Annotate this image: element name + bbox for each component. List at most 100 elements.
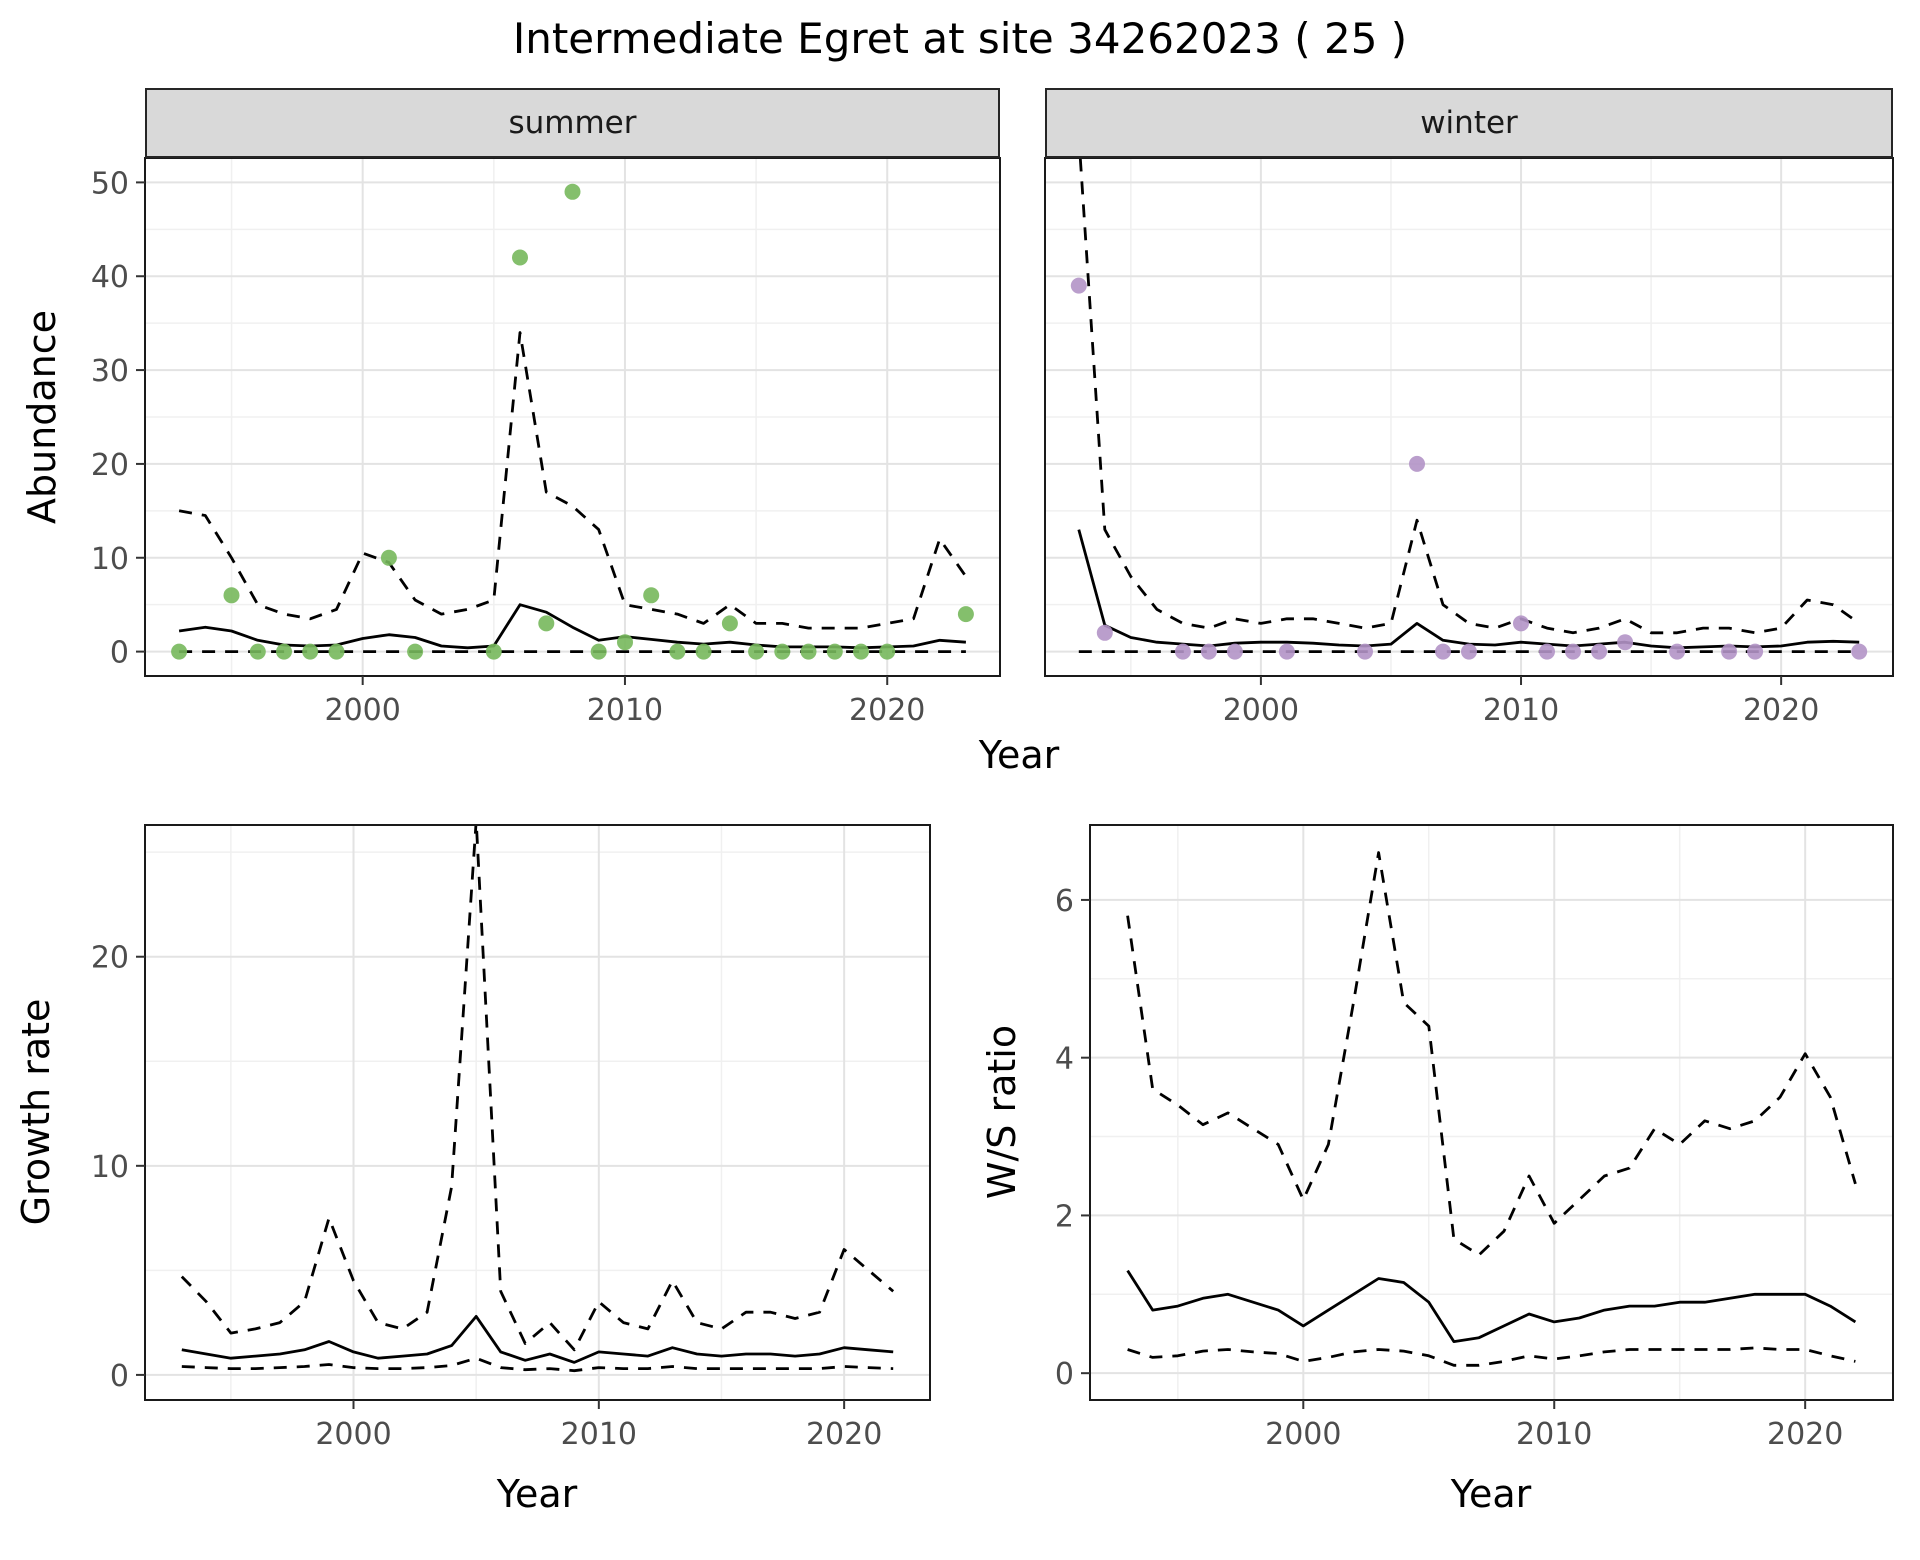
growth-year-axis-title: Year [496, 1472, 578, 1516]
panel-border [1089, 824, 1894, 1401]
observed-point [1096, 624, 1113, 641]
x-tick-label: 2010 [587, 693, 663, 728]
lower-ci-line [181, 1356, 894, 1373]
y-tick-label: 30 [91, 354, 129, 389]
observed-point [1851, 643, 1868, 660]
y-tick-label: 6 [1055, 884, 1074, 919]
y-tick-label: 0 [110, 1359, 129, 1394]
x-tick-label: 2020 [849, 693, 925, 728]
median-line [1126, 1269, 1857, 1343]
observed-point [853, 643, 869, 660]
observed-point [1409, 455, 1425, 472]
observed-point [957, 606, 974, 623]
observed-point [302, 643, 319, 660]
ws-ratio-axis-title: W/S ratio [980, 1024, 1024, 1200]
observed-point [407, 643, 424, 660]
observed-point [1721, 643, 1738, 660]
observed-point [1278, 643, 1295, 660]
observed-point [1174, 643, 1191, 660]
observed-point [643, 587, 660, 604]
panel-summer-series [171, 183, 974, 660]
observed-point [1461, 643, 1477, 660]
facet-strip-summer: summer [145, 88, 1000, 158]
observed-point [171, 643, 188, 660]
x-tick-label: 2000 [1265, 1417, 1341, 1452]
x-tick-label: 2000 [315, 1417, 391, 1452]
observed-point [826, 643, 843, 660]
x-tick-label: 2020 [1743, 693, 1819, 728]
observed-point [249, 643, 266, 660]
observed-point [1565, 643, 1581, 660]
panel-growth-rate: 2000 2010 2020 0 10 20 [91, 824, 931, 1452]
x-tick-label: 2020 [1767, 1417, 1843, 1452]
panel-background [1090, 825, 1893, 1400]
observed-point [1226, 643, 1243, 660]
x-tick-label: 2000 [325, 693, 401, 728]
observed-point [774, 643, 791, 660]
panel-summer: 2000 2010 2020 0 10 20 30 40 50 [91, 157, 1001, 728]
upper-ci-line [1078, 158, 1861, 635]
figure-title: Intermediate Egret at site 34262023 ( 25… [512, 14, 1408, 63]
observed-point [485, 643, 502, 660]
ws-year-axis-title: Year [1450, 1472, 1532, 1516]
observed-point [1357, 643, 1373, 660]
y-tick-label: 2 [1055, 1199, 1074, 1234]
observed-point [380, 549, 397, 566]
median-line [181, 1315, 894, 1364]
observed-point [1747, 643, 1764, 660]
panel-background [145, 825, 930, 1400]
observed-point [1539, 643, 1555, 660]
observed-point [1669, 643, 1686, 660]
observed-point [1591, 643, 1608, 660]
top-year-axis-title: Year [978, 733, 1060, 777]
lower-ci-line [1127, 1346, 1856, 1367]
observed-point [223, 587, 240, 604]
upper-ci-line [178, 331, 968, 630]
facet-strip-winter: winter [1045, 88, 1893, 158]
observed-point [512, 249, 528, 266]
observed-point [879, 643, 896, 660]
panel-w-s-ratio: 2000 2010 2020 0 2 4 6 [1055, 824, 1894, 1452]
observed-point [590, 643, 607, 660]
x-tick-label: 2020 [806, 1417, 882, 1452]
y-tick-label: 0 [110, 636, 129, 671]
panel-growth-rate-series [180, 825, 895, 1373]
upper-ci-line [180, 825, 895, 1352]
y-tick-label: 4 [1055, 1042, 1074, 1077]
observed-point [276, 643, 292, 660]
observed-point [617, 634, 633, 651]
panel-border [144, 157, 1001, 677]
observed-point [1617, 634, 1634, 651]
y-tick-label: 50 [91, 166, 129, 201]
y-tick-label: 20 [91, 941, 129, 976]
x-tick-label: 2010 [561, 1417, 637, 1452]
observed-point [1200, 643, 1217, 660]
observed-point [1435, 643, 1451, 660]
growth-rate-axis-title: Growth rate [14, 998, 58, 1226]
observed-point [748, 643, 765, 660]
observed-point [328, 643, 345, 660]
panel-border [144, 824, 931, 1401]
observed-point [800, 643, 817, 660]
observed-point [695, 643, 712, 660]
y-tick-label: 20 [91, 448, 129, 483]
panel-winter: 2000 2010 2020 [1044, 157, 1894, 728]
observed-point [1513, 615, 1529, 632]
y-tick-label: 0 [1055, 1357, 1074, 1392]
x-tick-label: 2010 [1483, 693, 1559, 728]
observed-point [538, 615, 555, 632]
observed-point [669, 643, 686, 660]
panel-border [1044, 157, 1894, 677]
y-tick-label: 10 [91, 542, 129, 577]
observed-point [721, 615, 738, 632]
y-tick-label: 40 [91, 260, 129, 295]
observed-point [1070, 277, 1087, 294]
observed-point [564, 183, 581, 200]
panel-w-s-ratio-series [1126, 851, 1857, 1367]
x-tick-label: 2010 [1516, 1417, 1592, 1452]
x-tick-label: 2000 [1223, 693, 1299, 728]
y-tick-label: 10 [91, 1150, 129, 1185]
